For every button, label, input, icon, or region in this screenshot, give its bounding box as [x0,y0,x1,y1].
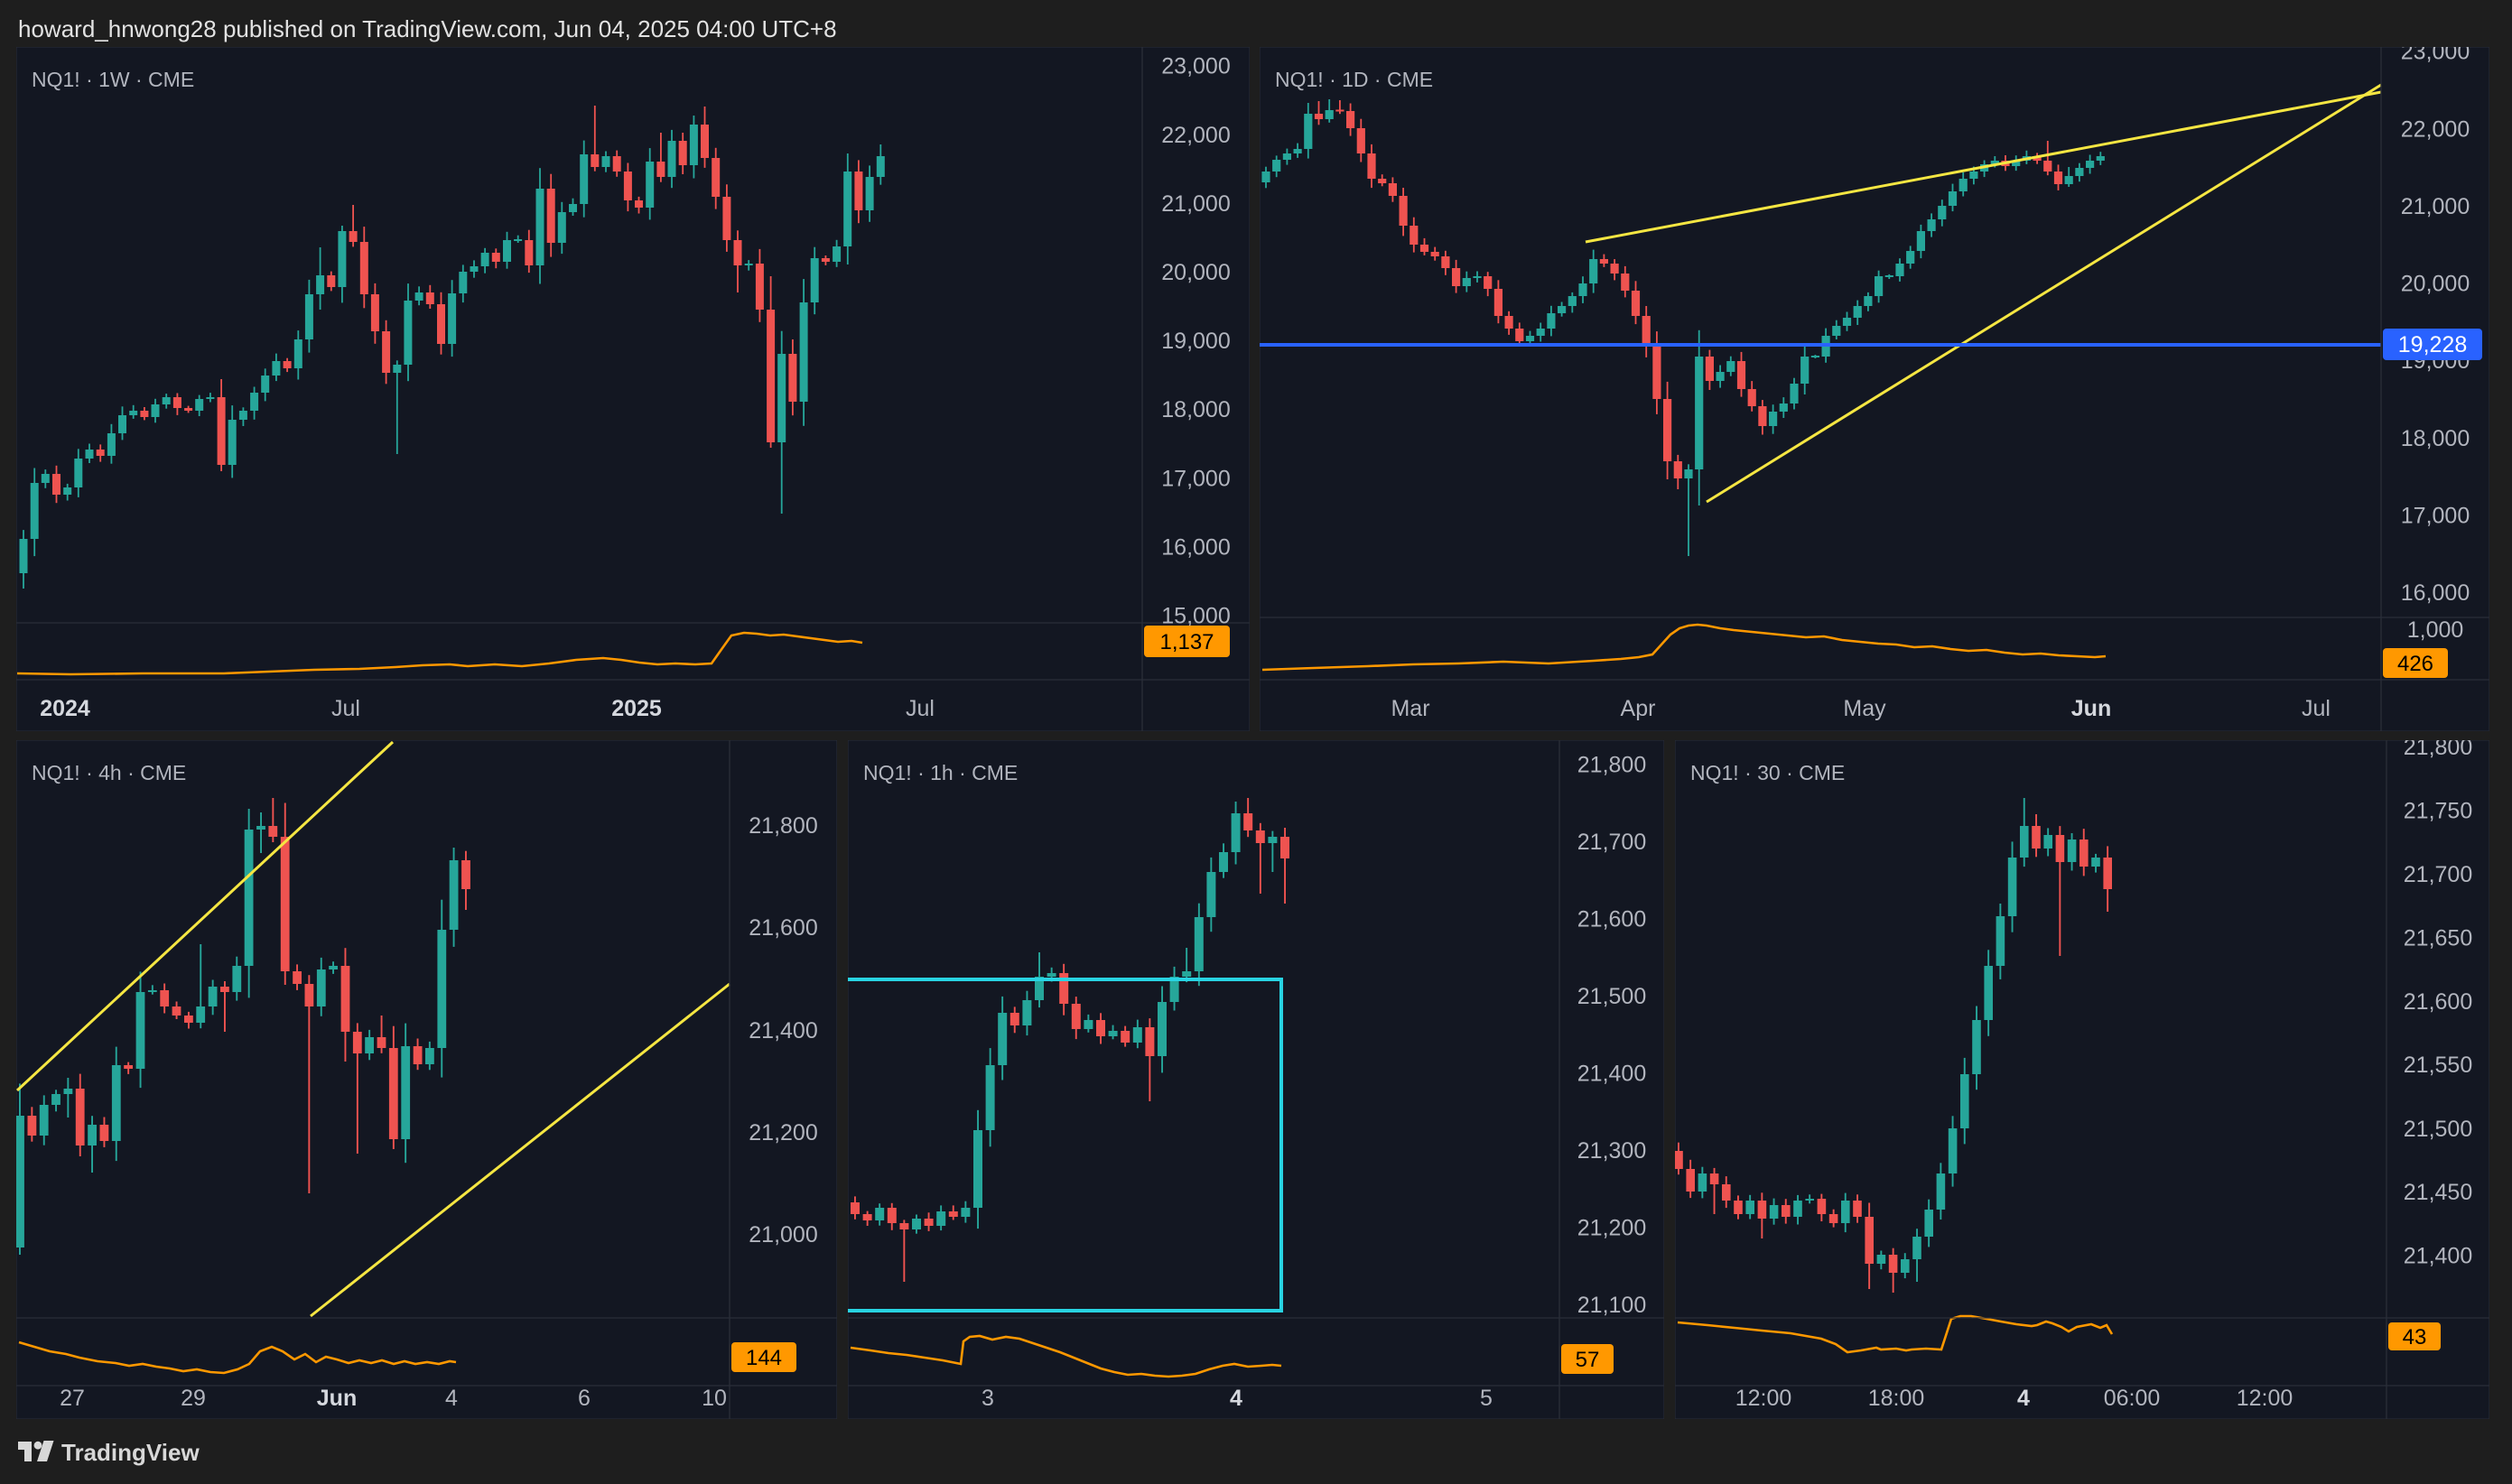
svg-text:21,500: 21,500 [2404,1117,2472,1142]
svg-text:12:00: 12:00 [2237,1386,2293,1411]
svg-text:21,700: 21,700 [1577,830,1646,855]
svg-text:21,000: 21,000 [749,1222,817,1247]
svg-text:May: May [1843,696,1886,721]
svg-text:1,137: 1,137 [1159,630,1214,654]
svg-text:21,600: 21,600 [2404,989,2472,1015]
svg-text:Apr: Apr [1621,696,1656,721]
svg-text:23,000: 23,000 [2401,47,2470,64]
svg-text:TradingView: TradingView [61,1441,200,1466]
svg-text:21,400: 21,400 [1577,1062,1646,1087]
svg-text:16,000: 16,000 [1161,534,1230,560]
svg-text:21,800: 21,800 [1577,753,1646,778]
svg-text:Jun: Jun [317,1386,357,1411]
svg-text:NQ1! · 4h · CME: NQ1! · 4h · CME [32,761,186,784]
svg-text:Jul: Jul [906,696,935,721]
svg-text:21,750: 21,750 [2404,799,2472,824]
svg-text:21,000: 21,000 [1161,191,1230,217]
svg-text:426: 426 [2397,652,2433,676]
svg-text:29: 29 [181,1386,206,1411]
svg-text:57: 57 [1576,1348,1600,1372]
svg-text:21,400: 21,400 [749,1018,817,1043]
svg-text:22,000: 22,000 [2401,116,2470,142]
svg-text:06:00: 06:00 [2104,1386,2161,1411]
svg-text:23,000: 23,000 [1161,54,1230,79]
svg-text:NQ1! · 1h · CME: NQ1! · 1h · CME [863,761,1018,784]
svg-text:Jun: Jun [2071,696,2111,721]
svg-text:6: 6 [578,1386,591,1411]
svg-text:21,600: 21,600 [1577,907,1646,932]
svg-text:Mar: Mar [1391,696,1429,721]
svg-text:16,000: 16,000 [2401,580,2470,606]
svg-text:27: 27 [60,1386,85,1411]
svg-text:4: 4 [1230,1386,1242,1411]
svg-text:1,000: 1,000 [2407,617,2464,643]
svg-text:21,200: 21,200 [749,1120,817,1145]
svg-text:18,000: 18,000 [1161,397,1230,422]
svg-text:21,550: 21,550 [2404,1053,2472,1078]
svg-text:19,000: 19,000 [1161,329,1230,354]
svg-text:Jul: Jul [2302,696,2331,721]
svg-text:2024: 2024 [40,696,90,721]
svg-text:21,800: 21,800 [2404,740,2472,760]
svg-text:21,800: 21,800 [749,813,817,839]
svg-text:NQ1! · 30 · CME: NQ1! · 30 · CME [1690,761,1845,784]
svg-text:21,300: 21,300 [1577,1138,1646,1164]
svg-text:21,200: 21,200 [1577,1216,1646,1241]
svg-text:21,100: 21,100 [1577,1293,1646,1318]
svg-text:17,000: 17,000 [2401,503,2470,528]
svg-text:NQ1! · 1W · CME: NQ1! · 1W · CME [32,68,194,91]
svg-text:4: 4 [2017,1386,2030,1411]
svg-text:144: 144 [746,1346,782,1370]
svg-text:5: 5 [1480,1386,1493,1411]
svg-text:17,000: 17,000 [1161,466,1230,491]
svg-text:21,700: 21,700 [2404,862,2472,887]
svg-text:21,400: 21,400 [2404,1244,2472,1269]
svg-text:21,600: 21,600 [749,915,817,941]
svg-text:3: 3 [982,1386,994,1411]
svg-text:2025: 2025 [611,696,662,721]
svg-text:4: 4 [445,1386,458,1411]
svg-text:NQ1! · 1D · CME: NQ1! · 1D · CME [1275,68,1433,91]
svg-text:21,650: 21,650 [2404,926,2472,951]
svg-text:10: 10 [702,1386,727,1411]
svg-text:18:00: 18:00 [1868,1386,1925,1411]
svg-text:12:00: 12:00 [1735,1386,1792,1411]
svg-text:18,000: 18,000 [2401,426,2470,451]
svg-text:22,000: 22,000 [1161,123,1230,148]
svg-text:20,000: 20,000 [2401,272,2470,297]
svg-text:21,000: 21,000 [2401,194,2470,219]
svg-text:15,000: 15,000 [1161,604,1230,629]
svg-text:21,450: 21,450 [2404,1180,2472,1205]
svg-text:43: 43 [2403,1325,2427,1350]
svg-text:21,500: 21,500 [1577,984,1646,1009]
svg-text:Jul: Jul [331,696,360,721]
svg-text:20,000: 20,000 [1161,260,1230,285]
svg-text:19,228: 19,228 [2398,332,2467,357]
